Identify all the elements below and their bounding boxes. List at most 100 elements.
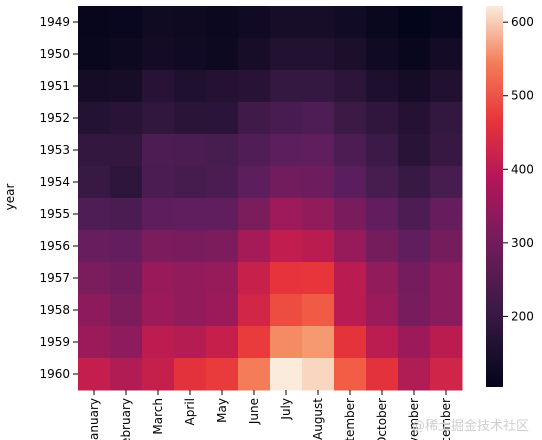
heatmap-cell [430,166,463,199]
heatmap-cell [206,358,239,391]
heatmap-cell [334,358,367,391]
colorbar-ticks: 200 300 400 500 600 [503,15,534,323]
heatmap-cell [206,198,239,231]
heatmap-cell [430,38,463,71]
heatmap-cell [142,262,175,295]
heatmap-cell [142,6,175,39]
colorbar-tick-label: 600 [511,15,534,29]
heatmap-cell [78,326,111,359]
x-tick-label: August [311,398,325,440]
heatmap-cell [334,38,367,71]
x-tick-label: April [183,398,197,425]
heatmap-cell [174,198,207,231]
heatmap-cell [398,262,431,295]
heatmap-cell [366,102,399,135]
heatmap-cell [366,70,399,103]
heatmap-cell [110,294,143,327]
y-tick-label: 1952 [39,111,70,125]
heatmap-cell [78,38,111,71]
x-tick-label: October [375,398,389,440]
heatmap-cell [174,358,207,391]
heatmap-cell [430,294,463,327]
heatmap-cell [430,230,463,263]
heatmap-cell [110,70,143,103]
heatmap-cell [398,198,431,231]
heatmap-cell [334,294,367,327]
heatmap-cell [142,166,175,199]
heatmap-cell [334,102,367,135]
colorbar-tick-label: 200 [511,309,534,323]
heatmap-cell [174,294,207,327]
heatmap-cell [430,198,463,231]
heatmap-cell [238,134,271,167]
heatmap-cell [78,262,111,295]
heatmap-cell [334,70,367,103]
heatmap-cell [366,358,399,391]
heatmap-cell [142,326,175,359]
heatmap-cell [174,102,207,135]
heatmap-cell [238,102,271,135]
heatmap-cell [206,38,239,71]
heatmap-cells [78,6,463,391]
heatmap-cell [142,70,175,103]
heatmap-cell [366,262,399,295]
heatmap-cell [238,358,271,391]
heatmap-cell [78,166,111,199]
y-tick-label: 1960 [39,367,70,381]
heatmap-cell [206,70,239,103]
heatmap-cell [398,358,431,391]
y-axis-label: year [3,184,17,211]
heatmap-cell [302,6,335,39]
heatmap-cell [430,70,463,103]
heatmap-cell [238,198,271,231]
heatmap-cell [142,198,175,231]
heatmap-cell [398,102,431,135]
heatmap-cell [398,326,431,359]
heatmap-cell [398,134,431,167]
heatmap-cell [238,70,271,103]
heatmap-cell [142,134,175,167]
x-tick-label: May [215,398,229,423]
x-tick-label: eptember [343,398,357,440]
heatmap-cell [302,70,335,103]
heatmap-cell [142,38,175,71]
heatmap-cell [270,294,303,327]
heatmap-cell [302,326,335,359]
heatmap-cell [206,262,239,295]
heatmap-cell [110,166,143,199]
heatmap-cell [174,38,207,71]
heatmap-cell [430,102,463,135]
x-tick-label: June [247,398,261,425]
heatmap-cell [142,294,175,327]
heatmap-cell [110,102,143,135]
heatmap-cell [302,262,335,295]
heatmap-cell [238,230,271,263]
heatmap-cell [302,198,335,231]
y-tick-label: 1958 [39,303,70,317]
heatmap-cell [174,70,207,103]
y-tick-label: 1953 [39,143,70,157]
heatmap-cell [398,230,431,263]
heatmap-cell [398,38,431,71]
heatmap-cell [110,198,143,231]
colorbar-tick-label: 500 [511,89,534,103]
colorbar-tick-label: 400 [511,162,534,176]
heatmap-cell [398,6,431,39]
heatmap-cell [366,38,399,71]
heatmap-cell [238,262,271,295]
heatmap-cell [238,6,271,39]
heatmap-cell [366,230,399,263]
heatmap-cell [366,198,399,231]
heatmap-cell [110,6,143,39]
heatmap-cell [238,294,271,327]
heatmap-cell [270,198,303,231]
heatmap-cell [270,102,303,135]
y-tick-label: 1959 [39,335,70,349]
heatmap-cell [334,230,367,263]
y-tick-label: 1954 [39,175,70,189]
heatmap-cell [430,358,463,391]
heatmap-cell [366,6,399,39]
heatmap-cell [270,70,303,103]
y-tick-label: 1956 [39,239,70,253]
